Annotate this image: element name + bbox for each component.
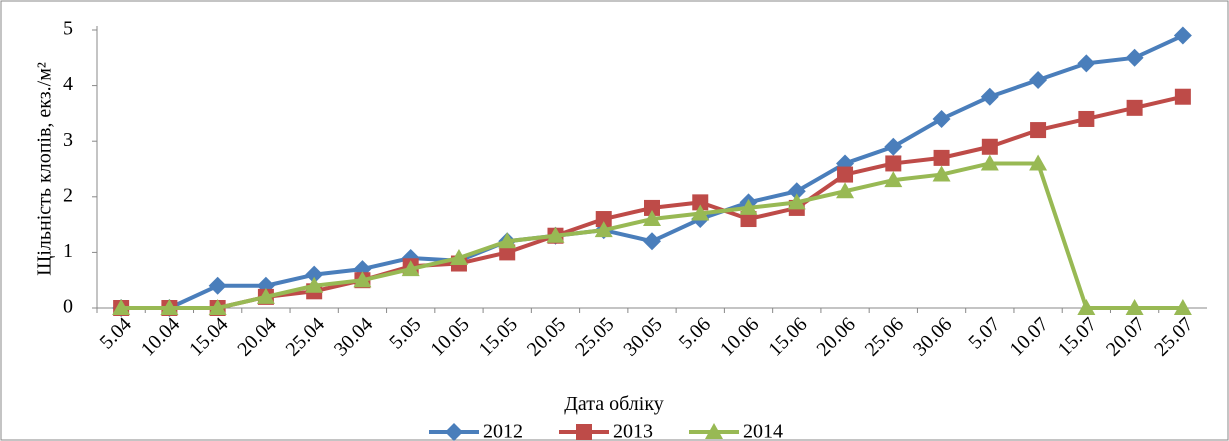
x-axis-title: Дата обліку <box>564 393 664 415</box>
data-point <box>208 299 227 315</box>
data-point <box>643 232 661 251</box>
legend-label: 2012 <box>483 421 523 441</box>
data-point <box>980 87 999 106</box>
data-point <box>932 109 951 128</box>
data-point <box>644 199 660 216</box>
data-point <box>1029 154 1048 171</box>
data-point <box>787 193 806 210</box>
data-point <box>594 221 613 238</box>
data-point <box>498 232 517 249</box>
data-point <box>112 299 131 315</box>
data-point <box>933 149 950 166</box>
data-point <box>787 182 806 201</box>
data-point <box>1125 299 1144 315</box>
data-point <box>1126 99 1143 116</box>
data-point <box>980 154 999 171</box>
data-point <box>401 260 420 277</box>
data-point <box>692 194 709 211</box>
data-point <box>836 182 855 199</box>
data-point <box>1030 122 1047 139</box>
data-point <box>884 171 903 188</box>
data-point <box>499 244 516 261</box>
y-tick-label: 4 <box>63 73 73 95</box>
data-point <box>643 210 661 227</box>
data-point <box>208 276 227 295</box>
y-tick-label: 5 <box>63 18 73 40</box>
y-tick-label: 3 <box>63 129 73 151</box>
data-point <box>353 271 372 288</box>
legend-label: 2014 <box>743 421 783 441</box>
y-tick-label: 1 <box>63 240 73 262</box>
data-point <box>1029 71 1048 90</box>
legend-marker <box>445 423 463 441</box>
data-point <box>837 166 854 183</box>
data-point <box>1173 26 1192 45</box>
data-point <box>932 165 951 182</box>
data-point <box>256 287 275 304</box>
data-point <box>1077 299 1096 315</box>
data-point <box>305 265 324 284</box>
data-point <box>546 226 565 243</box>
legend-marker <box>705 423 723 439</box>
data-point <box>305 276 324 293</box>
data-point <box>1174 88 1191 105</box>
y-tick-label: 2 <box>63 184 73 206</box>
data-point <box>449 248 468 265</box>
data-point <box>740 211 757 228</box>
data-point <box>885 155 902 172</box>
y-tick-label: 0 <box>63 296 73 318</box>
data-point <box>691 204 710 221</box>
y-axis-title: Щільність клопів, екз./м² <box>34 62 56 276</box>
data-point <box>981 138 998 155</box>
data-point <box>1173 299 1192 315</box>
data-point <box>160 299 179 315</box>
data-point <box>1078 110 1095 127</box>
data-point <box>739 198 758 215</box>
data-point <box>884 137 903 156</box>
legend-label: 2013 <box>613 421 653 441</box>
data-point <box>1125 48 1144 67</box>
legend-marker <box>576 424 592 440</box>
data-point <box>1077 54 1096 73</box>
data-point <box>595 211 612 228</box>
